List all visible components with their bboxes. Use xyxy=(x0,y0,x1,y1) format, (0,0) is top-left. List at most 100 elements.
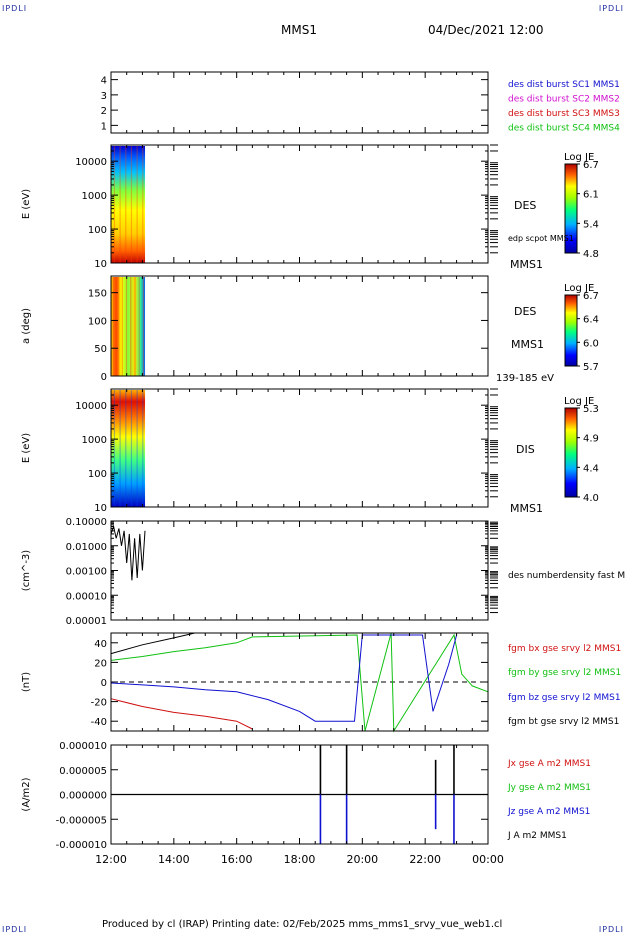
date-title: 04/Dec/2021 12:00 xyxy=(428,23,544,37)
bfield-legend-3: fgm bz gse srvy l2 MMS1 xyxy=(508,693,621,703)
colorbar-title-1: Log JE xyxy=(564,152,594,163)
y-tick-label: 0.10000 xyxy=(66,517,107,528)
y-axis-label-density: (cm^-3) xyxy=(21,550,32,591)
y-tick-label: 100 xyxy=(88,225,107,236)
burst-y-tick-label: 2 xyxy=(101,106,107,117)
current-legend-1: Jx gse A m2 MMS1 xyxy=(507,759,591,769)
x-tick-label: 14:00 xyxy=(158,853,190,866)
y-tick-label: 20 xyxy=(94,658,107,669)
footer-corner-left: IPDLI xyxy=(2,925,28,934)
spectrogram-stripe xyxy=(125,277,128,376)
des-label: DES xyxy=(514,199,536,212)
bfield-series-1 xyxy=(110,698,253,730)
bfield-legend-1: fgm bx gse srvy l2 MMS1 xyxy=(508,644,621,654)
y-tick-label: -40 xyxy=(91,717,107,728)
spectrogram-stripe xyxy=(138,277,140,376)
spectrogram-stripe xyxy=(134,277,136,376)
burst-y-tick-label: 1 xyxy=(101,121,107,132)
spectrogram-2 xyxy=(111,277,146,376)
dis-label: DIS xyxy=(516,443,535,456)
spectrogram-stripe xyxy=(113,277,115,376)
y-tick-label: 1000 xyxy=(82,435,107,446)
y-tick-label: 10 xyxy=(94,503,107,514)
colorbar-title-3: Log JE xyxy=(564,396,594,407)
colorbar-tick-label: 6.1 xyxy=(583,190,599,201)
y-tick-label: 0 xyxy=(101,678,107,689)
current-legend-2: Jy gse A m2 MMS1 xyxy=(507,783,591,793)
spectrogram-stripe xyxy=(130,146,133,263)
y-axis-label-des_pitch: a (deg) xyxy=(21,308,32,344)
spectrogram-stripe xyxy=(113,146,116,263)
y-tick-label: 0 xyxy=(101,372,107,383)
current-legend-4: J A m2 MMS1 xyxy=(507,831,567,841)
des-pitch-label: DES xyxy=(514,305,536,318)
colorbar-tick-label: 5.3 xyxy=(583,404,599,415)
panel-frame-4 xyxy=(110,520,489,621)
colorbar-tick-label: 6.4 xyxy=(583,315,599,326)
bfield-series-2 xyxy=(110,632,489,733)
burst-y-tick-label: 3 xyxy=(101,91,107,102)
x-tick-label: 20:00 xyxy=(346,853,378,866)
y-axis-label-bfield: (nT) xyxy=(21,672,32,692)
spectrogram-stripe xyxy=(119,146,121,263)
panel-frame-0 xyxy=(110,71,489,134)
y-tick-label: 40 xyxy=(94,639,107,650)
colorbar-tick-label: 4.4 xyxy=(583,463,599,474)
burst-legend-4: des dist burst SC4 MMS4 xyxy=(508,124,620,134)
x-tick-label: 12:00 xyxy=(95,853,127,866)
spectrogram-stripe xyxy=(142,146,144,263)
y-tick-label: 0.00100 xyxy=(66,567,107,578)
y-axis-label-des_energy: E (eV) xyxy=(21,189,32,219)
energy-range-label: 139-185 eV xyxy=(496,373,554,384)
corner-mark-left: IPDLI xyxy=(2,4,28,13)
colorbar-tick-label: 6.7 xyxy=(583,160,599,171)
colorbar-tick-label: 5.4 xyxy=(583,219,599,230)
density-legend: des numberdensity fast M xyxy=(508,571,625,581)
panel-frame-1 xyxy=(110,144,489,264)
x-tick-label: 00:00 xyxy=(472,853,504,866)
colorbar-title-2: Log JE xyxy=(564,283,594,294)
spectrogram-stripe xyxy=(136,390,138,507)
x-tick-label: 16:00 xyxy=(221,853,253,866)
colorbar-2 xyxy=(564,294,578,367)
x-tick-label: 18:00 xyxy=(284,853,316,866)
panel-frame-3 xyxy=(110,388,489,508)
bfield-legend-2: fgm by gse srvy l2 MMS1 xyxy=(508,668,621,678)
mms1-pitch-label: MMS1 xyxy=(511,338,544,351)
burst-legend-2: des dist burst SC2 MMS2 xyxy=(508,95,620,105)
y-tick-label: -0.000005 xyxy=(56,815,107,826)
y-tick-label: 0.00010 xyxy=(66,591,107,602)
panel-frame-2 xyxy=(110,275,489,377)
spectrogram-stripe xyxy=(125,390,127,507)
y-tick-label: 0.000010 xyxy=(59,741,107,752)
spectrogram-stripe xyxy=(142,390,144,507)
y-tick-label: 0.000000 xyxy=(59,791,107,802)
spectrogram-stripe xyxy=(113,390,116,507)
y-tick-label: 10000 xyxy=(75,401,107,412)
mms1-label: MMS1 xyxy=(510,258,543,271)
y-tick-label: 100 xyxy=(88,316,107,327)
colorbar-1 xyxy=(564,163,578,254)
scpot-label: edp scpot MMS1 xyxy=(508,234,574,243)
y-axis-label-dis_energy: E (eV) xyxy=(21,433,32,463)
y-tick-label: 10000 xyxy=(75,157,107,168)
spacecraft-title: MMS1 xyxy=(281,23,317,37)
colorbar-tick-label: 4.9 xyxy=(583,434,599,445)
spectrogram-1 xyxy=(111,146,146,263)
colorbar-3 xyxy=(564,407,578,498)
spectrogram-3 xyxy=(111,390,146,507)
burst-y-tick-label: 4 xyxy=(101,76,107,87)
y-tick-label: 100 xyxy=(88,469,107,480)
density-series xyxy=(110,524,146,581)
bfield-legend-4: fgm bt gse srvy l2 MMS1 xyxy=(508,717,619,727)
y-tick-label: 0.01000 xyxy=(66,542,107,553)
burst-legend-3: des dist burst SC3 MMS3 xyxy=(508,109,620,119)
y-tick-label: 10 xyxy=(94,259,107,270)
colorbar-tick-label: 4.8 xyxy=(583,249,599,260)
spectrogram-stripe xyxy=(117,277,119,376)
y-tick-label: -20 xyxy=(91,698,107,709)
y-tick-label: 0.00001 xyxy=(66,616,107,627)
y-tick-label: 0.000005 xyxy=(59,766,107,777)
colorbar-tick-label: 4.0 xyxy=(583,493,599,504)
